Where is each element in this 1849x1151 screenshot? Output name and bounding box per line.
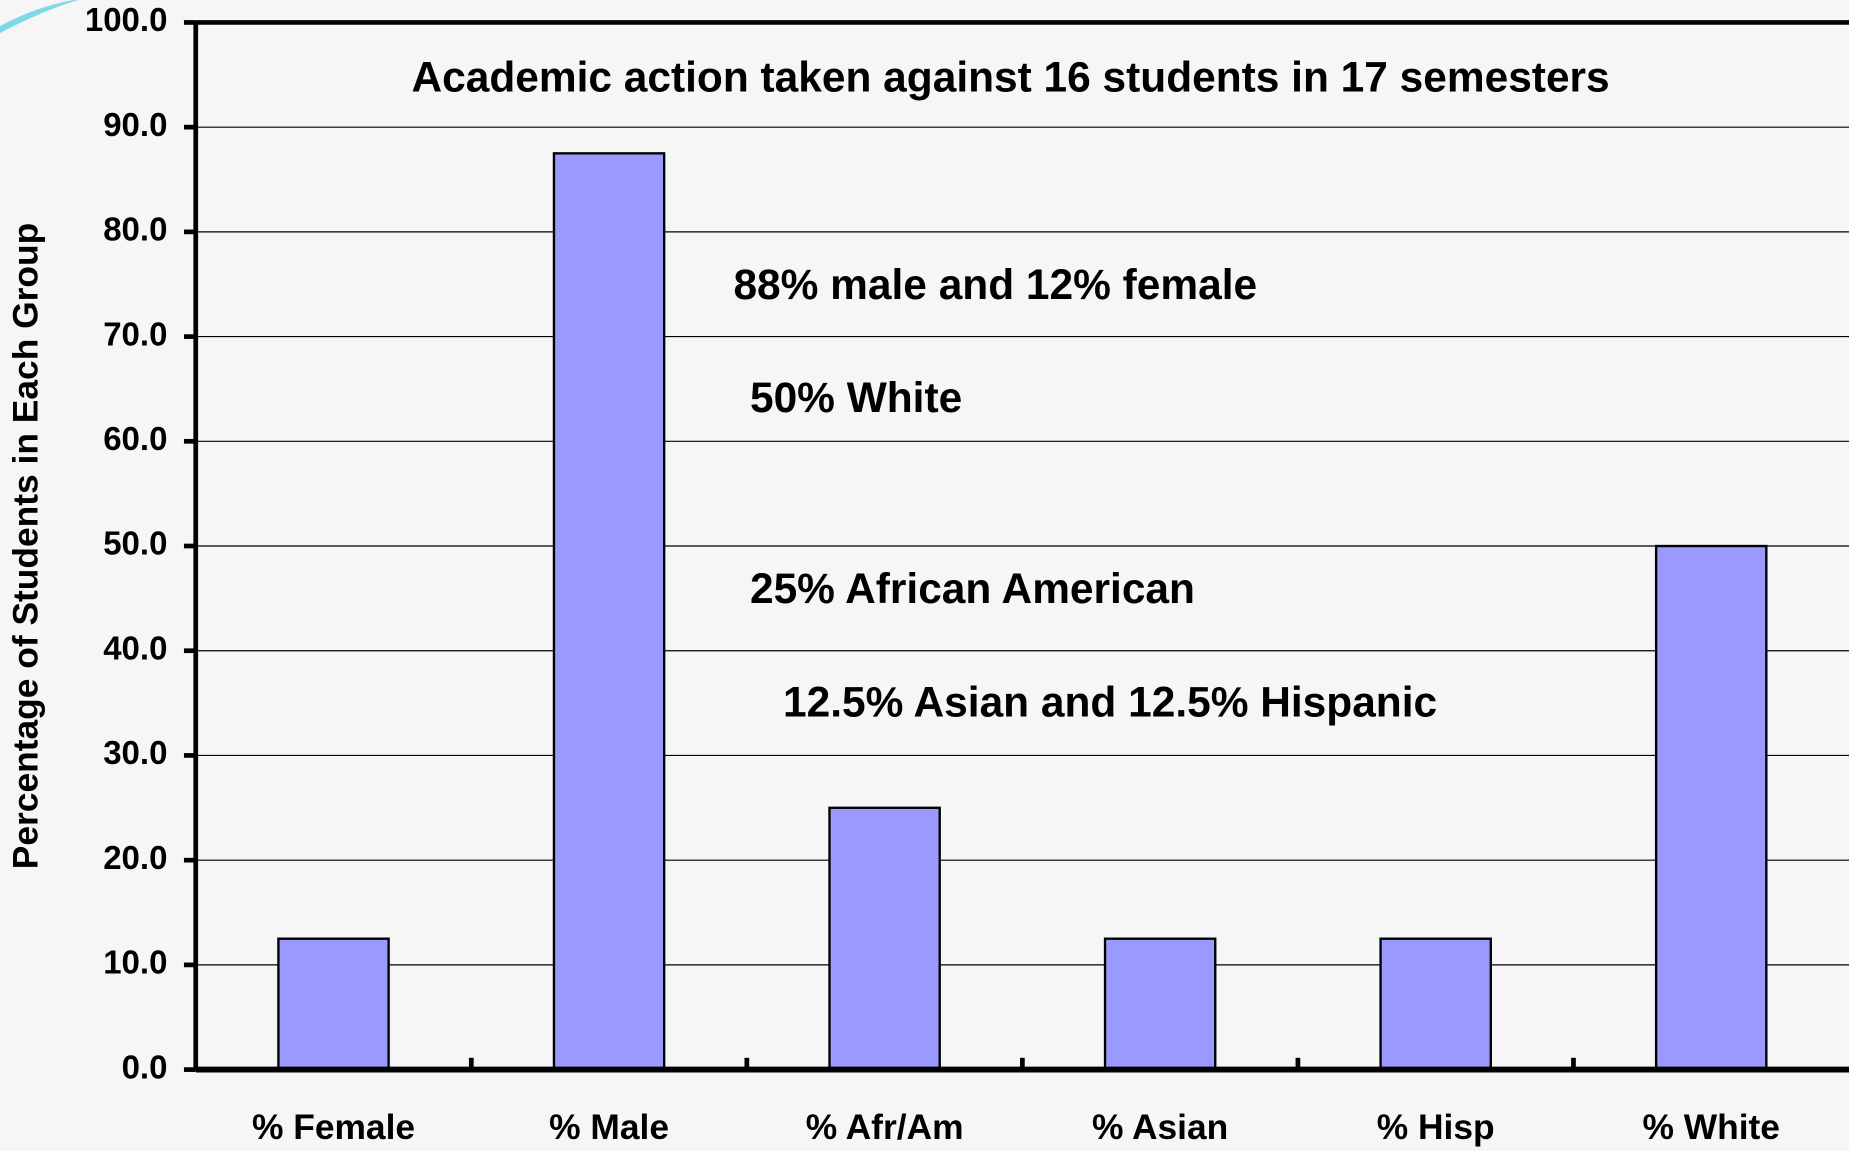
annotation: 50% White xyxy=(750,374,962,421)
bar xyxy=(1379,937,1492,1071)
x-tick-label: % Hisp xyxy=(1377,1108,1495,1147)
y-tick-label: 90.0 xyxy=(103,106,167,143)
chart-title: Academic action taken against 16 student… xyxy=(411,53,1609,100)
bar xyxy=(1654,544,1768,1071)
y-tick-label: 50.0 xyxy=(103,525,167,562)
y-tick-label: 70.0 xyxy=(103,315,167,352)
y-tick-label: 30.0 xyxy=(103,734,167,771)
annotation: 12.5% Asian and 12.5% Hispanic xyxy=(783,678,1437,725)
decoration xyxy=(0,0,78,34)
x-tick-label: % White xyxy=(1642,1108,1780,1147)
annotation: 88% male and 12% female xyxy=(733,261,1257,308)
y-tick-label: 40.0 xyxy=(103,629,167,666)
bar xyxy=(828,806,941,1071)
x-tick-label: % Female xyxy=(252,1108,415,1147)
y-tick-label: 80.0 xyxy=(103,211,167,248)
x-tick-label: % Asian xyxy=(1092,1108,1228,1147)
y-tick-label: 0.0 xyxy=(122,1048,168,1085)
x-tick-label: % Afr/Am xyxy=(806,1108,964,1147)
y-tick-label: 60.0 xyxy=(103,420,167,457)
bar xyxy=(552,152,666,1071)
y-axis-label: Percentage of Students in Each Group xyxy=(7,223,46,869)
y-tick-label: 10.0 xyxy=(103,944,167,981)
bar xyxy=(1103,937,1217,1071)
annotation: 25% African American xyxy=(750,565,1195,612)
x-tick-label: % Male xyxy=(549,1108,669,1147)
bar xyxy=(277,937,390,1071)
y-tick-label: 100.0 xyxy=(85,1,168,38)
y-tick-label: 20.0 xyxy=(103,839,167,876)
